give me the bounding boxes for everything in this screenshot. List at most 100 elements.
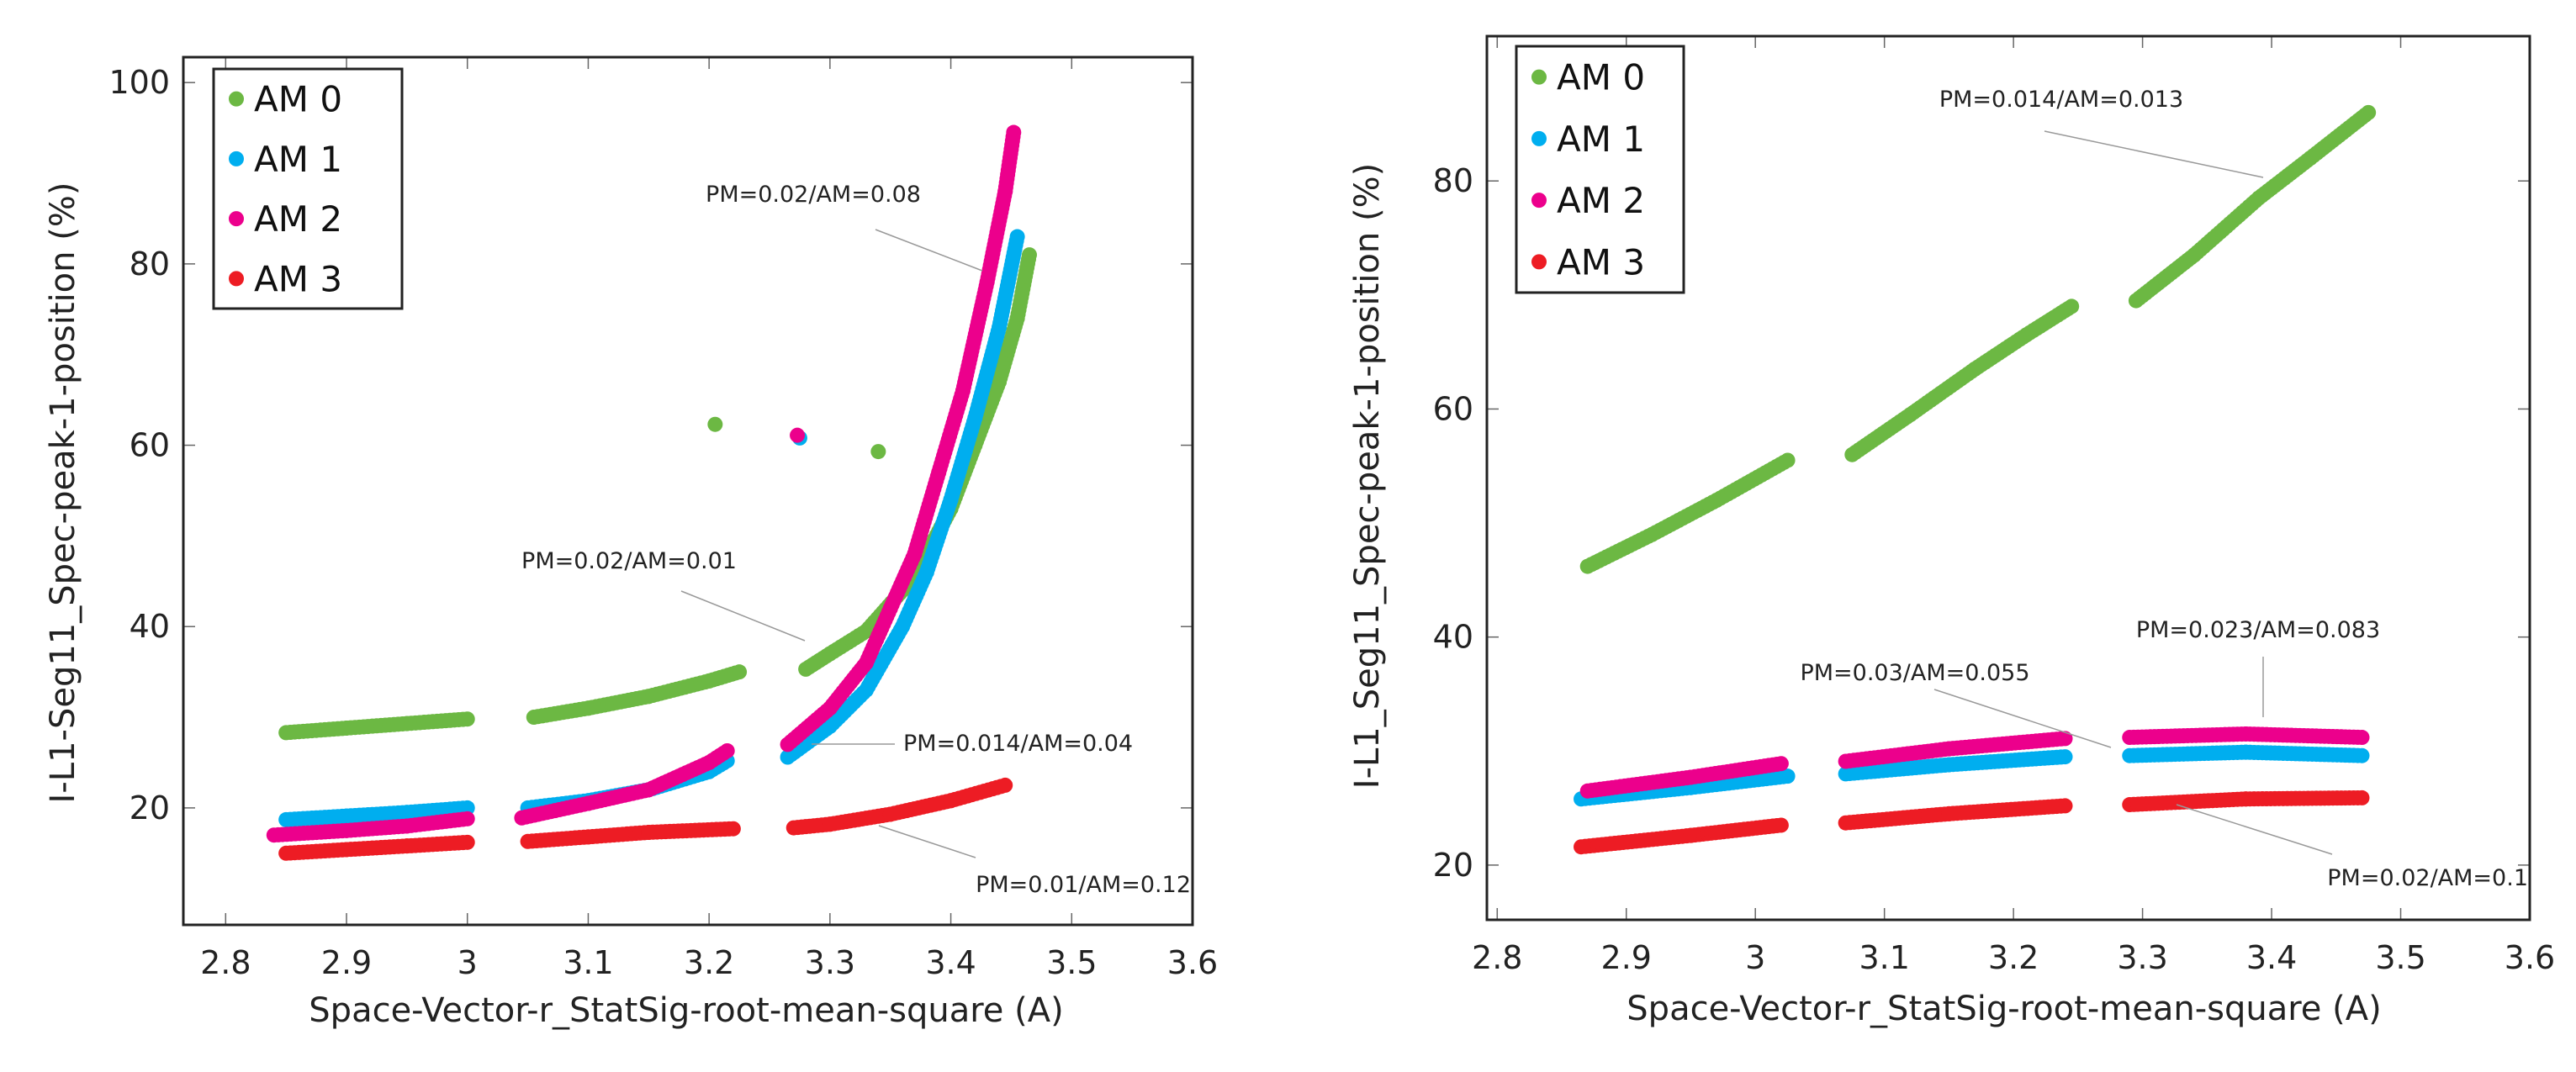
data-point [1780,452,1796,468]
x-tick-label: 3 [458,944,478,981]
x-tick-label: 3.1 [563,944,613,981]
x-tick-label: 3.3 [805,944,855,981]
left-scatter-chart: 2.8 2.9 3 3.1 3.2 3.3 3.4 3.5 3.6 20 40 60 80 100 PM=0… [44,55,1218,1030]
y-tick-label: 60 [1433,390,1473,427]
annotation-label: PM=0.023/AM=0.083 [2136,617,2380,643]
data-point [459,811,475,826]
y-tick-label: 100 [108,64,170,101]
x-tick-label: 3.3 [2117,939,2167,976]
series-am-2 [1579,726,2370,799]
x-tick-label: 3.6 [1167,944,1218,981]
annotation-label: PM=0.03/AM=0.055 [1800,660,2029,686]
annotation-label: PM=0.01/AM=0.12 [976,872,1191,898]
data-point [459,711,475,727]
x-axis-label: Space-Vector-r_StatSig-root-mean-square … [309,991,1063,1030]
annotation-pin-line [2044,130,2264,178]
data-point [1021,247,1037,263]
data-point [2064,298,2080,314]
x-tick-label: 2.8 [200,944,251,981]
legend-label: AM 1 [254,139,342,180]
legend-marker [229,91,244,107]
data-point [1009,229,1025,245]
data-point-outlier [707,416,723,432]
x-tick-label: 3.4 [925,944,976,981]
x-tick-label: 2.8 [1472,939,1522,976]
legend-marker [229,271,244,287]
annotation-pin-line [2176,804,2333,855]
legend-marker [1531,130,1547,146]
data-point [1773,756,1789,772]
data-point [459,800,475,816]
legend-marker [229,211,244,227]
annotation-pin-line [875,229,983,272]
data-point [725,821,741,837]
data-point [2354,747,2370,763]
y-tick-label: 80 [1433,162,1473,199]
legend-box [1515,45,1685,294]
legend-marker [229,151,244,166]
annotation-label: PM=0.02/AM=0.1 [2327,865,2528,891]
annotation-label: PM=0.02/AM=0.08 [706,182,921,208]
data-point [997,777,1013,793]
data-point [1773,817,1789,833]
x-tick-label: 3.2 [684,944,734,981]
data-point [2057,798,2073,814]
plot-frame [182,55,1194,927]
y-axis-label: I-L1-Seg11_Spec-peak-1-position (%) [44,182,82,804]
x-tick-label: 3.2 [1988,939,2039,976]
legend-marker [1531,69,1547,85]
data-point [1780,768,1796,784]
x-tick-label: 3.6 [2505,939,2555,976]
x-tick-label: 3 [1745,939,1765,976]
y-tick-label: 20 [130,789,170,826]
annotation-label: PM=0.02/AM=0.01 [521,548,737,574]
series-am-3 [278,777,1013,861]
data-point [2354,789,2370,805]
data-point [2057,749,2073,765]
series-am-0 [278,247,1037,741]
legend-label: AM 2 [1557,180,1645,221]
legend: AM 0 AM 1 AM 2 AM 3 [1515,45,1685,294]
x-tick-label: 2.9 [1601,939,1652,976]
right-scatter-chart: 2.8 2.9 3 3.1 3.2 3.3 3.4 3.5 3.6 20 40 60 80 PM=0.01… [1348,34,2555,1028]
x-tick-label: 3.4 [2246,939,2297,976]
legend-label: AM 0 [254,79,342,120]
data-point-outlier [790,427,806,443]
x-tick-label: 2.9 [321,944,372,981]
series-am-3 [1574,789,2370,855]
series-am-0 [1579,104,2377,574]
annotation-pin-line [680,590,806,642]
y-axis-label: I-L1_Seg11_Spec-peak-1-position (%) [1348,163,1387,789]
data-point [719,742,735,758]
series-am-2 [266,124,1022,843]
y-tick-label: 40 [130,608,170,645]
legend-label: AM 3 [1557,241,1645,283]
legend-label: AM 1 [1557,119,1645,160]
legend: AM 0 AM 1 AM 2 AM 3 [212,67,404,310]
x-tick-label: 3.5 [1046,944,1097,981]
y-tick-label: 40 [1433,619,1473,656]
legend-label: AM 3 [254,258,342,299]
y-tick-label: 20 [1433,847,1473,884]
data-point [1006,124,1022,140]
annotation-pin-line [1933,689,2112,748]
data-point [2361,104,2377,120]
annotation-label: PM=0.014/AM=0.04 [903,731,1133,757]
legend-marker [1531,254,1547,270]
y-tick-label: 80 [130,246,170,283]
legend-marker [1531,193,1547,209]
legend-label: AM 0 [1557,57,1645,98]
data-point [732,664,748,680]
annotation-label: PM=0.014/AM=0.013 [1939,87,2183,113]
data-point [2057,731,2073,747]
data-point-outlier [870,444,886,460]
data-point [459,834,475,850]
x-axis-label: Space-Vector-r_StatSig-root-mean-square … [1627,990,2381,1028]
x-tick-label: 3.5 [2375,939,2425,976]
data-point [2354,730,2370,746]
legend-label: AM 2 [254,198,342,240]
annotation-pin-line [878,825,976,858]
legend-box [212,67,404,310]
x-tick-label: 3.1 [1859,939,1909,976]
